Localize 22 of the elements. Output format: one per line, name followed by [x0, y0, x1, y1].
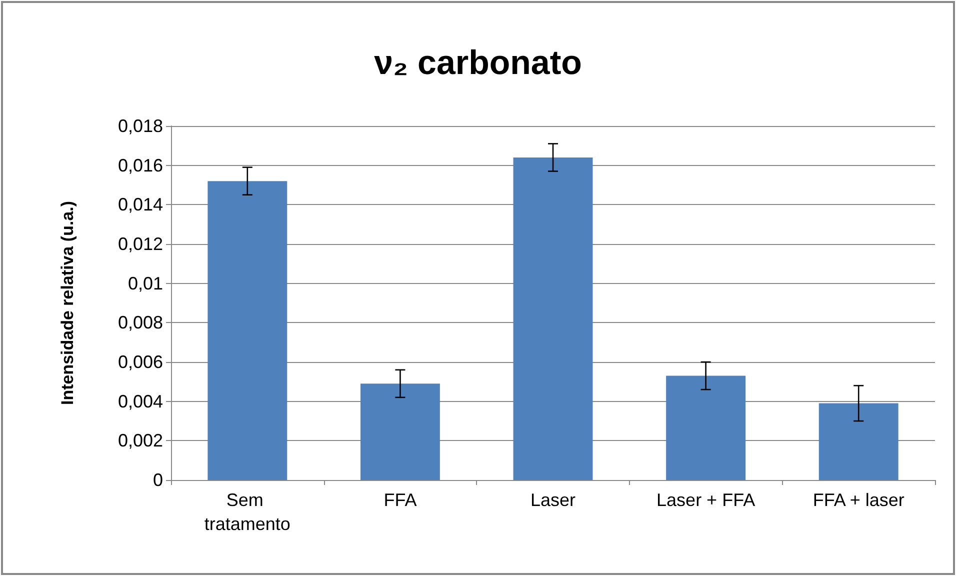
bar — [666, 376, 746, 480]
y-tick-label: 0,014 — [118, 194, 163, 215]
bar — [513, 157, 593, 480]
x-tick-label: Laser + FFA — [656, 490, 756, 510]
y-tick-label: 0,018 — [118, 116, 163, 136]
y-axis-title: Intensidade relativa (u.a.) — [58, 200, 77, 406]
chart-title: ν₂ carbonato — [374, 44, 582, 82]
x-tick-label: FFA — [384, 490, 417, 510]
bar — [360, 384, 440, 480]
y-tick-label: 0,006 — [118, 352, 163, 372]
y-tick-label: 0,008 — [118, 312, 163, 333]
y-tick-label: 0,002 — [118, 430, 163, 451]
y-tick-label: 0,004 — [118, 391, 163, 412]
y-tick-label: 0,01 — [128, 273, 163, 294]
y-tick-label: 0,012 — [118, 234, 163, 254]
y-tick-label: 0 — [152, 470, 163, 490]
y-tick-label: 0,016 — [118, 155, 163, 176]
x-tick-label: FFA + laser — [812, 490, 904, 510]
x-tick-label: Sem tratamento — [204, 490, 290, 534]
bar — [818, 403, 898, 480]
x-tick-label: Laser — [530, 490, 576, 510]
bar — [208, 181, 288, 480]
